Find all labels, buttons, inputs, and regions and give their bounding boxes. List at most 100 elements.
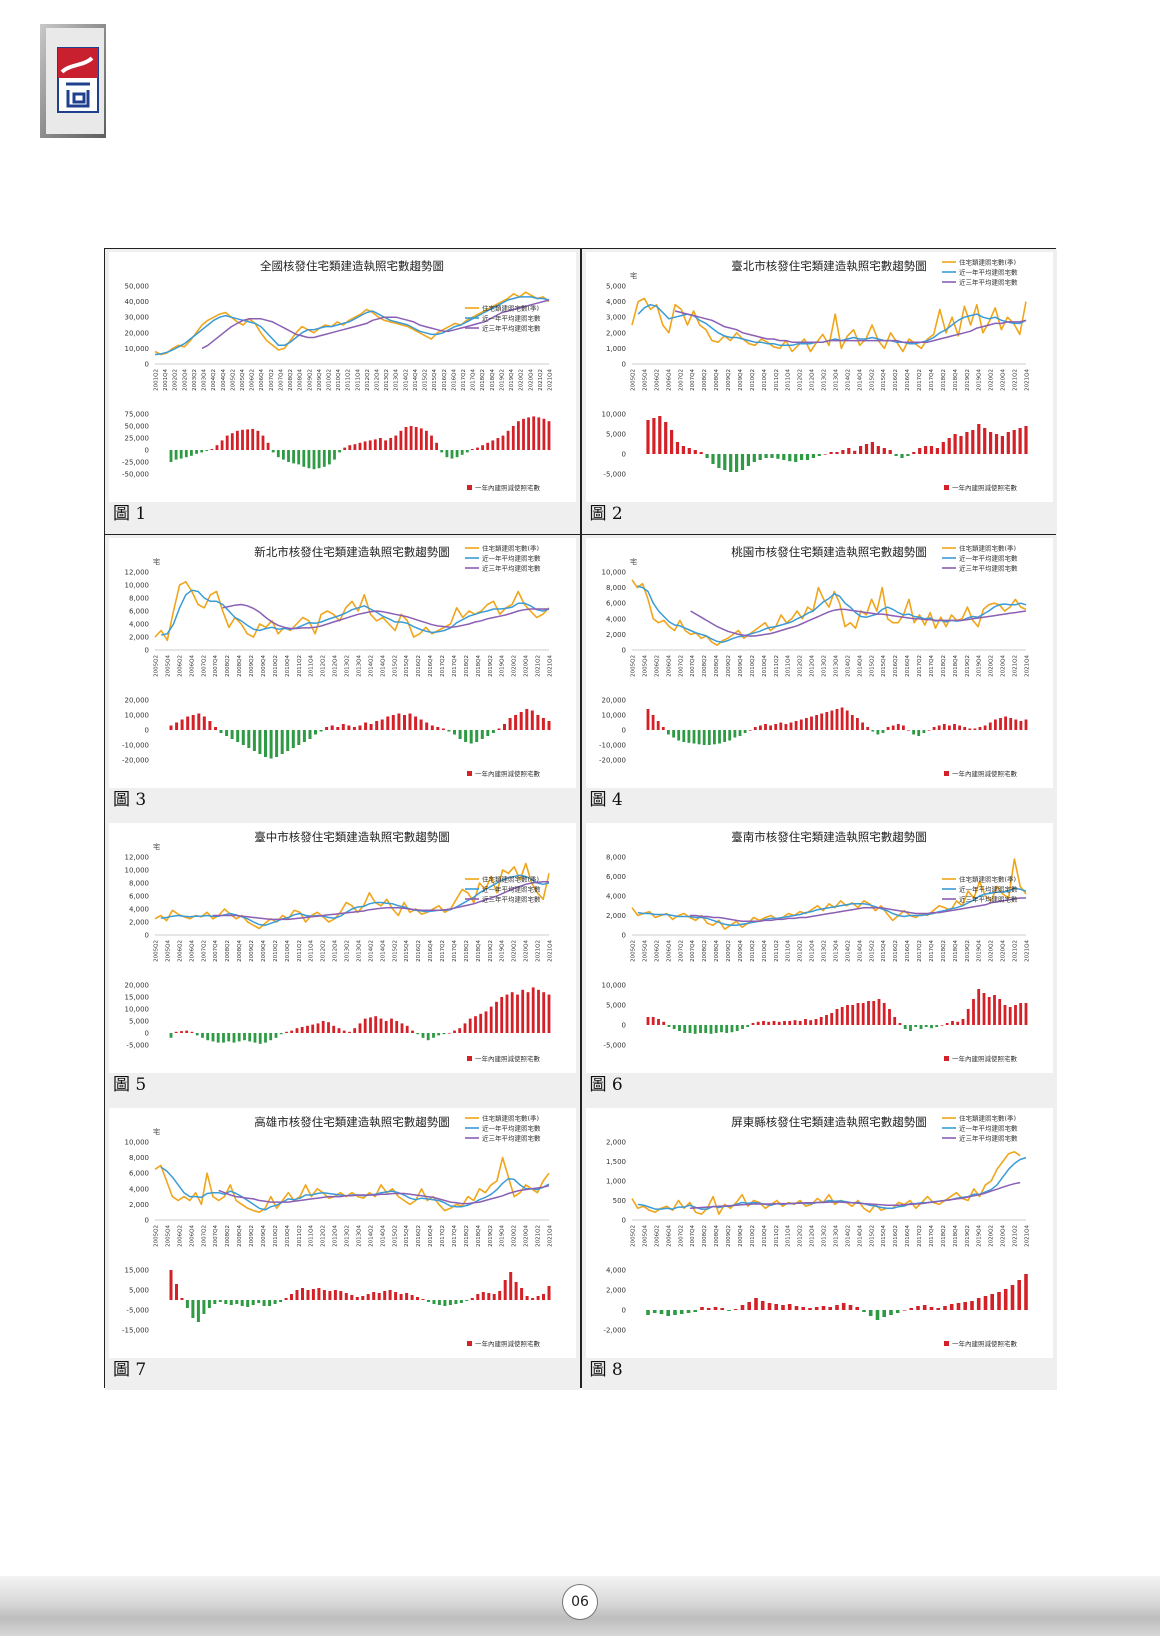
bar — [358, 1023, 362, 1033]
legend-label-3: 近三年平均建照宅數 — [959, 278, 1018, 287]
bar — [435, 442, 438, 450]
bar — [364, 722, 368, 730]
x-tick-label: 2014Q2 — [845, 655, 851, 677]
x-tick-label: 2011Q2 — [773, 1225, 779, 1247]
bar — [355, 1297, 359, 1300]
bar — [798, 1021, 802, 1025]
bar — [962, 1302, 967, 1310]
x-tick-label: 2017Q4 — [928, 369, 934, 391]
bar — [353, 444, 357, 450]
bar — [773, 1304, 778, 1310]
bar-legend-label: 一年內建照減使照宅數 — [952, 1339, 1018, 1348]
bar — [894, 454, 898, 456]
bar — [702, 730, 706, 745]
bar — [537, 989, 540, 1033]
y-tick-label: 2,000 — [605, 329, 625, 337]
bar — [230, 433, 234, 450]
series-line-3 — [674, 310, 1026, 343]
bar — [302, 450, 306, 467]
bar — [311, 1024, 315, 1033]
bar — [369, 1017, 372, 1033]
bar — [261, 435, 265, 450]
legend-label-3: 近三年平均建照宅數 — [482, 324, 541, 333]
bar — [799, 454, 803, 460]
bar-legend-label: 一年內建照減使照宅數 — [475, 769, 541, 778]
x-tick-label: 2009Q2 — [249, 655, 255, 677]
bar — [888, 1310, 893, 1315]
bar — [222, 1033, 225, 1043]
bar — [269, 1033, 273, 1041]
bar — [327, 1022, 330, 1033]
bar — [486, 730, 490, 736]
series-line-3 — [689, 1181, 1020, 1210]
bar — [722, 730, 726, 742]
x-tick-label: 2012Q4 — [333, 655, 339, 677]
bar — [976, 1298, 980, 1310]
x-tick-label: 2016Q4 — [905, 369, 911, 391]
x-tick-label: 2013Q2 — [821, 655, 827, 677]
bar — [399, 1294, 403, 1300]
bar — [992, 995, 996, 1025]
bar — [353, 1028, 357, 1033]
legend-label-3: 近三年平均建照宅數 — [959, 1134, 1018, 1143]
bar — [175, 722, 179, 730]
x-tick-label: 2012Q2 — [321, 940, 327, 962]
bar — [279, 1033, 283, 1035]
x-tick-label: 2021Q4 — [1024, 369, 1030, 391]
bar — [455, 450, 459, 458]
y-tick-label: 0 — [621, 1217, 625, 1225]
bar — [397, 713, 401, 730]
x-tick-label: 2005Q2 — [154, 1225, 160, 1247]
bar — [978, 727, 981, 730]
x-tick-label: 2012Q2 — [365, 369, 371, 391]
bar — [525, 709, 529, 730]
bar — [727, 730, 731, 741]
x-tick-label: 2010Q2 — [749, 655, 755, 677]
grid-divider-vertical — [580, 249, 582, 1387]
bar — [251, 1300, 255, 1305]
bar — [316, 1023, 320, 1033]
bar — [1018, 428, 1022, 454]
bar — [481, 445, 484, 450]
x-tick-label: 2012Q2 — [321, 1225, 327, 1247]
bar — [214, 727, 217, 730]
bar — [219, 730, 223, 733]
x-tick-label: 2005Q4 — [642, 940, 648, 962]
bar — [824, 712, 828, 730]
bar — [714, 1025, 718, 1033]
x-tick-label: 2014Q4 — [413, 369, 419, 391]
bar-y-tick-label: -5,000 — [603, 471, 626, 479]
bar — [257, 1300, 261, 1303]
bar — [443, 1300, 447, 1306]
bar-legend-swatch — [467, 771, 472, 776]
x-tick-label: 2012Q4 — [333, 1225, 339, 1247]
bar — [827, 1307, 832, 1310]
bar — [807, 1308, 812, 1310]
x-tick-label: 2019Q4 — [509, 369, 515, 391]
x-tick-label: 2006Q4 — [666, 940, 672, 962]
bar — [290, 1030, 294, 1033]
bar — [416, 1297, 419, 1300]
x-tick-label: 2012Q2 — [797, 940, 803, 962]
x-tick-label: 2018Q4 — [490, 369, 496, 391]
x-tick-label: 2006Q2 — [654, 655, 660, 677]
bar — [913, 1025, 917, 1027]
bar — [952, 724, 956, 730]
legend-label-3: 近三年平均建照宅數 — [482, 564, 541, 573]
bar — [532, 416, 536, 450]
x-tick-label: 2013Q4 — [833, 940, 839, 962]
x-tick-label: 2019Q4 — [500, 1225, 506, 1247]
bar-y-tick-label: -5,000 — [603, 1042, 626, 1050]
bar — [814, 715, 818, 730]
bar — [537, 417, 541, 450]
bar — [895, 1310, 899, 1313]
bar — [531, 1298, 535, 1300]
bar — [969, 1301, 974, 1310]
x-tick-label: 2018Q4 — [476, 1225, 482, 1247]
bar — [284, 1298, 288, 1300]
bar — [932, 727, 935, 730]
bar — [510, 992, 514, 1033]
bar — [651, 715, 654, 730]
bar — [982, 428, 986, 454]
